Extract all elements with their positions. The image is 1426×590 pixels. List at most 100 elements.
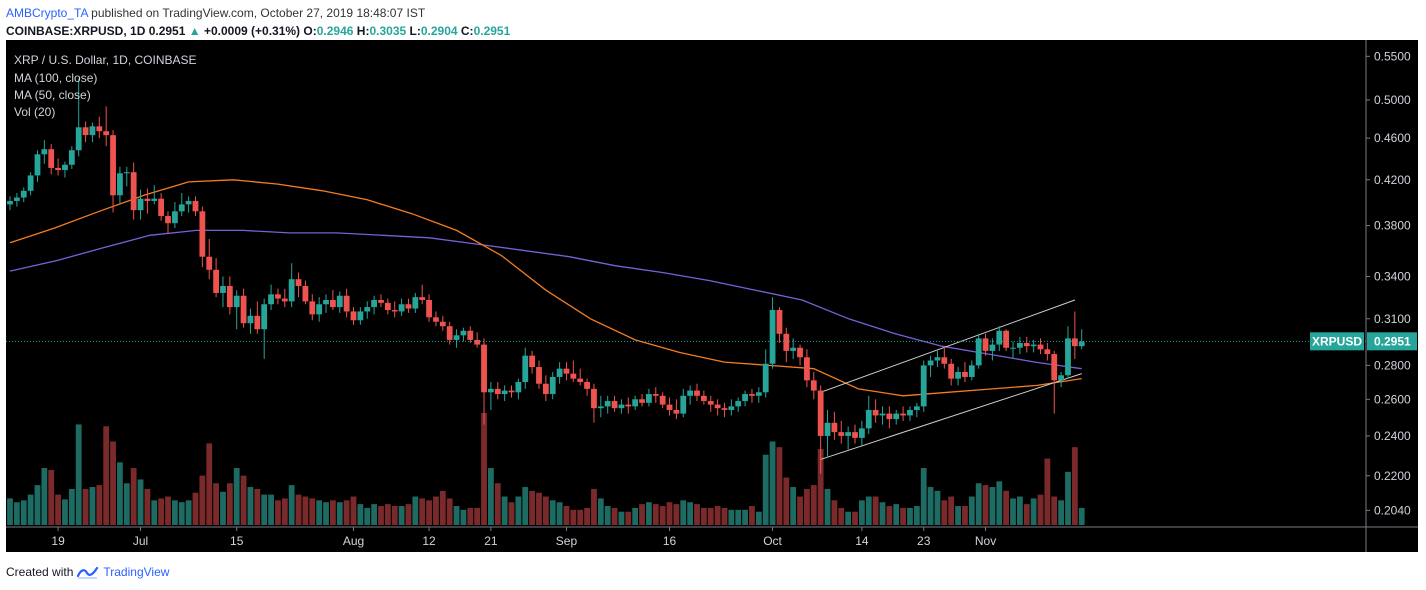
volume-bar (735, 509, 742, 525)
tradingview-link[interactable]: TradingView (103, 565, 170, 579)
price-tick-label: 0.2400 (1374, 429, 1411, 443)
volume-bar (1023, 504, 1030, 525)
volume-bar (852, 511, 858, 525)
volume-bar (508, 502, 515, 525)
candle-body (1016, 343, 1023, 348)
price-tick-label: 0.3400 (1374, 269, 1411, 283)
candle-body (192, 200, 199, 212)
volume-bar (1044, 458, 1051, 525)
volume-bar (639, 504, 645, 525)
ascending-channel (820, 299, 1082, 460)
candle-body (927, 360, 934, 366)
volume-bar (343, 500, 350, 525)
candle-body (1058, 375, 1065, 381)
ma100-line (9, 229, 1082, 370)
volume-bar (783, 477, 790, 525)
candle-body (474, 339, 481, 345)
legend-volume[interactable]: Vol (20) (14, 105, 55, 119)
candle-body (323, 299, 329, 305)
price-axis[interactable] (1366, 40, 1418, 527)
legend-ma50[interactable]: MA (50, close) (14, 88, 91, 102)
volume-bar (371, 504, 378, 525)
candle-body (89, 126, 96, 136)
volume-bar (453, 506, 460, 525)
volume-bar (75, 424, 82, 525)
volume-bar (659, 506, 666, 525)
volume-bar (941, 500, 948, 525)
volume-bar (1065, 471, 1071, 525)
price-tick-label: 0.4200 (1374, 173, 1411, 187)
candle-body (240, 295, 247, 324)
candle-body (769, 310, 776, 364)
volume-bar (178, 502, 185, 525)
volume-bar (275, 500, 281, 525)
candle-body (220, 286, 226, 293)
volume-bar (123, 483, 130, 525)
volume-bar (446, 498, 453, 525)
volume-bar (130, 468, 137, 525)
candle-body (117, 173, 123, 196)
volume-bar (817, 449, 824, 525)
candle-body (178, 204, 185, 212)
candle-body (584, 382, 590, 389)
channel-lower-line (820, 373, 1082, 460)
candle-body (886, 413, 893, 420)
ohlc-close-label: C: (460, 24, 474, 38)
candle-body (481, 344, 487, 393)
footer: Created with TradingView (6, 565, 169, 579)
volume-bar (900, 507, 906, 525)
volume-bar (652, 504, 659, 525)
price-tick-label: 0.2800 (1374, 358, 1411, 372)
volume-bar (62, 499, 68, 525)
candle-body (845, 432, 852, 436)
price-chart[interactable]: 0.5500 0.5000 0.4600 0.4200 0.3800 0.3400 0.31… (6, 40, 1418, 552)
last-price-text: 0.2951 (148, 24, 186, 38)
volume-bar (515, 496, 522, 525)
publish-info: AMBCrypto_TA published on TradingView.co… (6, 6, 425, 20)
moving-averages (9, 179, 1082, 397)
candle-body (529, 355, 536, 368)
volume-bar (907, 507, 913, 525)
candle-body (652, 394, 659, 396)
chart-panel[interactable]: 0.5500 0.5000 0.4600 0.4200 0.3800 0.3400 0.31… (6, 40, 1418, 552)
volume-bar (865, 496, 872, 525)
volume-bar (611, 507, 618, 525)
time-tick-label: 14 (855, 534, 869, 548)
time-tick-label: 19 (51, 534, 65, 548)
volume-bar (858, 500, 865, 525)
candle-body (357, 311, 364, 321)
volume-bar (707, 507, 714, 525)
candle-body (728, 406, 735, 410)
volume-bar (1030, 498, 1037, 525)
volume-bar (955, 506, 961, 525)
volume-bar (831, 500, 838, 525)
volume-bar (55, 494, 61, 525)
legend-ma100[interactable]: MA (100, close) (14, 71, 97, 85)
volume-bar (1003, 490, 1010, 525)
volume-bar (89, 487, 96, 525)
ohlc-low-value: 0.2904 (420, 24, 458, 38)
candle-body (865, 409, 872, 429)
candle-body (48, 149, 55, 168)
candle-body (872, 409, 879, 416)
price-tag-value: 0.2951 (1374, 334, 1411, 348)
candle-body (185, 200, 192, 205)
volume-bar (893, 504, 900, 525)
volume-bar (288, 485, 295, 525)
candle-body (1071, 338, 1078, 347)
author-link[interactable]: AMBCrypto_TA (6, 6, 88, 20)
volume-bar (268, 494, 274, 525)
created-with-text: Created with (6, 565, 74, 579)
candle-body (288, 279, 295, 302)
volume-bar (281, 498, 288, 525)
candle-body (618, 404, 625, 409)
candle-body (556, 368, 563, 377)
volume-bar (845, 511, 852, 525)
volume-bar (810, 485, 817, 525)
volume-bar (426, 500, 432, 525)
candle-body (405, 304, 412, 309)
volume-bar (728, 509, 735, 525)
candle-body (247, 315, 254, 324)
volume-bar (96, 485, 103, 525)
candle-body (281, 298, 288, 302)
